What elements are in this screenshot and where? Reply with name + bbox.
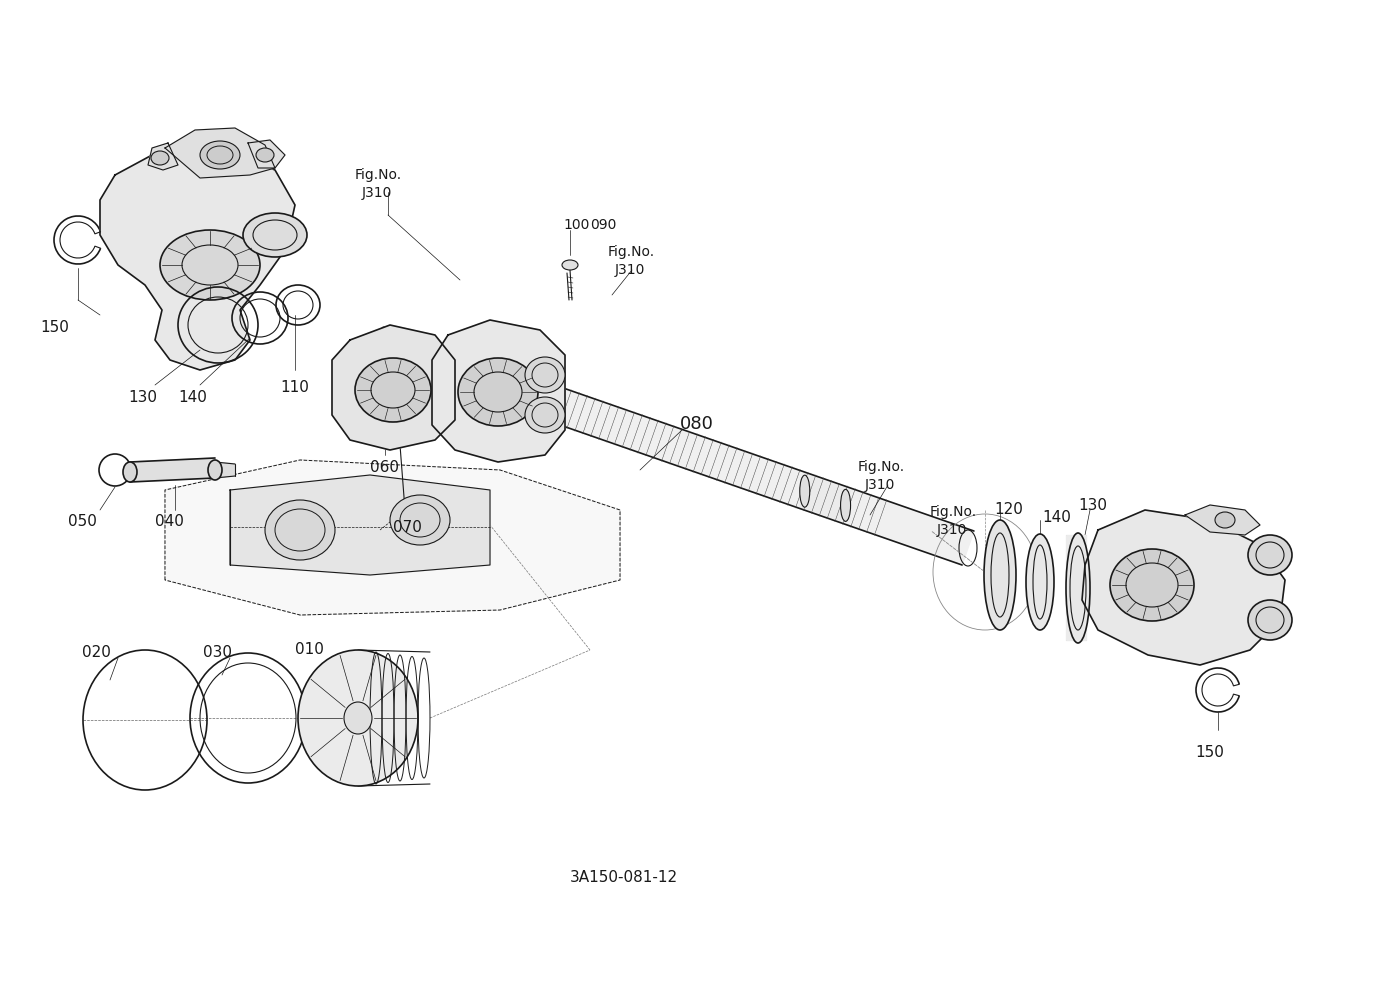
Text: 140: 140: [178, 390, 207, 405]
Polygon shape: [130, 458, 215, 482]
Text: Fig.No.: Fig.No.: [608, 245, 655, 259]
Text: 110: 110: [280, 380, 309, 395]
Polygon shape: [148, 143, 178, 170]
Polygon shape: [1185, 505, 1260, 535]
Text: Fig.No.: Fig.No.: [858, 460, 905, 474]
Ellipse shape: [1248, 600, 1292, 640]
Polygon shape: [165, 460, 621, 615]
Ellipse shape: [563, 260, 578, 270]
Text: 140: 140: [1043, 510, 1071, 525]
Ellipse shape: [390, 495, 450, 545]
Ellipse shape: [841, 489, 851, 522]
Polygon shape: [1083, 510, 1285, 665]
Text: J310: J310: [865, 478, 895, 492]
Ellipse shape: [343, 702, 372, 734]
Text: 070: 070: [393, 520, 422, 535]
Text: 130: 130: [1078, 498, 1107, 513]
Text: J310: J310: [615, 263, 645, 277]
Ellipse shape: [1215, 512, 1236, 528]
Text: 030: 030: [203, 645, 232, 660]
Text: 010: 010: [295, 642, 324, 657]
Ellipse shape: [160, 230, 261, 300]
Text: 150: 150: [1196, 745, 1225, 760]
Ellipse shape: [150, 151, 170, 165]
Polygon shape: [165, 460, 621, 615]
Ellipse shape: [298, 650, 418, 786]
Polygon shape: [1066, 535, 1087, 640]
Ellipse shape: [1066, 533, 1089, 643]
Text: J310: J310: [363, 186, 393, 200]
Ellipse shape: [208, 460, 222, 480]
Ellipse shape: [1110, 549, 1194, 621]
Ellipse shape: [243, 213, 308, 257]
Ellipse shape: [354, 358, 432, 422]
Ellipse shape: [200, 141, 240, 169]
Polygon shape: [101, 148, 295, 370]
Text: 100: 100: [563, 218, 589, 232]
Text: 080: 080: [680, 415, 714, 433]
Polygon shape: [332, 325, 455, 450]
Text: Fig.No.: Fig.No.: [354, 168, 403, 182]
Ellipse shape: [256, 148, 274, 162]
Ellipse shape: [458, 358, 538, 426]
Ellipse shape: [1026, 534, 1054, 630]
Text: J310: J310: [936, 523, 968, 537]
Text: 130: 130: [128, 390, 157, 405]
Ellipse shape: [376, 327, 394, 363]
Ellipse shape: [525, 357, 565, 393]
Polygon shape: [248, 140, 285, 168]
Polygon shape: [230, 475, 490, 575]
Polygon shape: [800, 476, 851, 521]
Text: 050: 050: [68, 514, 97, 529]
Text: 040: 040: [154, 514, 183, 529]
Text: 020: 020: [81, 645, 110, 660]
Polygon shape: [165, 128, 274, 178]
Text: 060: 060: [370, 460, 399, 475]
Text: 150: 150: [40, 320, 69, 335]
Ellipse shape: [800, 475, 809, 508]
Ellipse shape: [1248, 535, 1292, 575]
Ellipse shape: [123, 462, 137, 482]
Ellipse shape: [525, 397, 565, 433]
Text: Fig.No.: Fig.No.: [929, 505, 978, 519]
Text: 090: 090: [590, 218, 616, 232]
Text: 120: 120: [994, 502, 1023, 517]
Ellipse shape: [265, 500, 335, 560]
Ellipse shape: [985, 520, 1016, 630]
Text: 3A150-081-12: 3A150-081-12: [570, 870, 678, 885]
Polygon shape: [215, 462, 234, 478]
Polygon shape: [432, 320, 565, 462]
Polygon shape: [379, 328, 974, 565]
